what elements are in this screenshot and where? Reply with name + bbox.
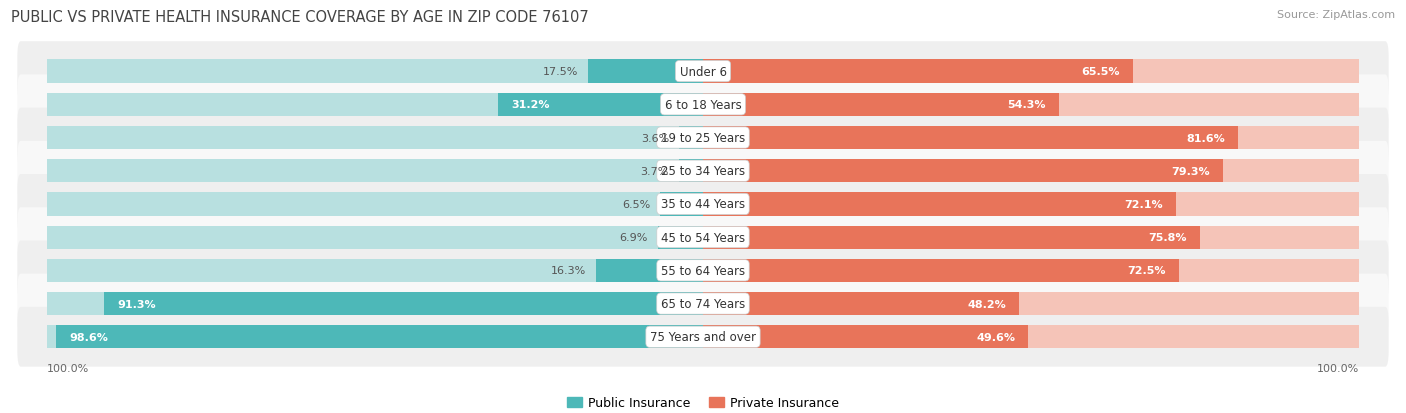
Bar xyxy=(703,259,1360,282)
Text: 100.0%: 100.0% xyxy=(1317,363,1360,373)
Text: 3.7%: 3.7% xyxy=(641,166,669,176)
Bar xyxy=(703,259,1178,282)
Bar xyxy=(46,226,703,249)
FancyBboxPatch shape xyxy=(17,175,1389,234)
Text: 6 to 18 Years: 6 to 18 Years xyxy=(665,99,741,112)
Bar xyxy=(588,60,703,83)
Bar xyxy=(703,60,1360,83)
Text: 65 to 74 Years: 65 to 74 Years xyxy=(661,297,745,310)
Text: 72.5%: 72.5% xyxy=(1128,266,1166,275)
Text: 55 to 64 Years: 55 to 64 Years xyxy=(661,264,745,277)
Bar xyxy=(703,160,1223,183)
FancyBboxPatch shape xyxy=(17,307,1389,367)
Bar xyxy=(596,259,703,282)
Bar xyxy=(46,325,703,349)
Bar xyxy=(703,93,1360,116)
FancyBboxPatch shape xyxy=(17,274,1389,334)
Bar xyxy=(703,93,1059,116)
Text: Source: ZipAtlas.com: Source: ZipAtlas.com xyxy=(1277,10,1395,20)
Bar xyxy=(46,292,703,316)
Legend: Public Insurance, Private Insurance: Public Insurance, Private Insurance xyxy=(561,392,845,413)
Bar xyxy=(703,226,1201,249)
FancyBboxPatch shape xyxy=(17,142,1389,201)
Text: 72.1%: 72.1% xyxy=(1125,199,1163,209)
Text: 49.6%: 49.6% xyxy=(976,332,1015,342)
Text: 6.9%: 6.9% xyxy=(620,233,648,242)
Text: 75 Years and over: 75 Years and over xyxy=(650,330,756,344)
Bar xyxy=(46,93,703,116)
Bar xyxy=(703,60,1133,83)
Text: 25 to 34 Years: 25 to 34 Years xyxy=(661,165,745,178)
FancyBboxPatch shape xyxy=(17,75,1389,135)
Text: 3.6%: 3.6% xyxy=(641,133,669,143)
Bar xyxy=(56,325,703,349)
Bar xyxy=(46,127,703,150)
Bar xyxy=(658,226,703,249)
Text: 16.3%: 16.3% xyxy=(551,266,586,275)
Bar xyxy=(498,93,703,116)
Bar xyxy=(679,127,703,150)
FancyBboxPatch shape xyxy=(17,42,1389,102)
Bar xyxy=(661,193,703,216)
Text: 19 to 25 Years: 19 to 25 Years xyxy=(661,132,745,145)
Text: 79.3%: 79.3% xyxy=(1171,166,1211,176)
Text: 98.6%: 98.6% xyxy=(69,332,108,342)
Bar xyxy=(703,193,1360,216)
Text: 54.3%: 54.3% xyxy=(1008,100,1046,110)
Text: 31.2%: 31.2% xyxy=(512,100,550,110)
Text: 81.6%: 81.6% xyxy=(1187,133,1225,143)
Text: 6.5%: 6.5% xyxy=(623,199,651,209)
FancyBboxPatch shape xyxy=(17,208,1389,267)
Text: PUBLIC VS PRIVATE HEALTH INSURANCE COVERAGE BY AGE IN ZIP CODE 76107: PUBLIC VS PRIVATE HEALTH INSURANCE COVER… xyxy=(11,10,589,25)
Text: 48.2%: 48.2% xyxy=(967,299,1007,309)
Text: 91.3%: 91.3% xyxy=(117,299,156,309)
Text: Under 6: Under 6 xyxy=(679,65,727,78)
Text: 45 to 54 Years: 45 to 54 Years xyxy=(661,231,745,244)
Bar xyxy=(703,325,1360,349)
Text: 17.5%: 17.5% xyxy=(543,67,578,77)
Bar xyxy=(703,226,1360,249)
Bar xyxy=(703,127,1239,150)
Bar xyxy=(679,160,703,183)
Bar xyxy=(46,160,703,183)
Text: 75.8%: 75.8% xyxy=(1149,233,1187,242)
Bar xyxy=(46,60,703,83)
Bar xyxy=(703,127,1360,150)
Bar xyxy=(46,259,703,282)
Bar xyxy=(703,292,1360,316)
Bar xyxy=(703,325,1028,349)
Text: 35 to 44 Years: 35 to 44 Years xyxy=(661,198,745,211)
Bar xyxy=(703,193,1175,216)
Bar xyxy=(46,193,703,216)
Bar xyxy=(703,292,1019,316)
Bar xyxy=(104,292,703,316)
FancyBboxPatch shape xyxy=(17,108,1389,168)
Bar xyxy=(703,160,1360,183)
FancyBboxPatch shape xyxy=(17,241,1389,301)
Text: 100.0%: 100.0% xyxy=(46,363,89,373)
Text: 65.5%: 65.5% xyxy=(1081,67,1119,77)
